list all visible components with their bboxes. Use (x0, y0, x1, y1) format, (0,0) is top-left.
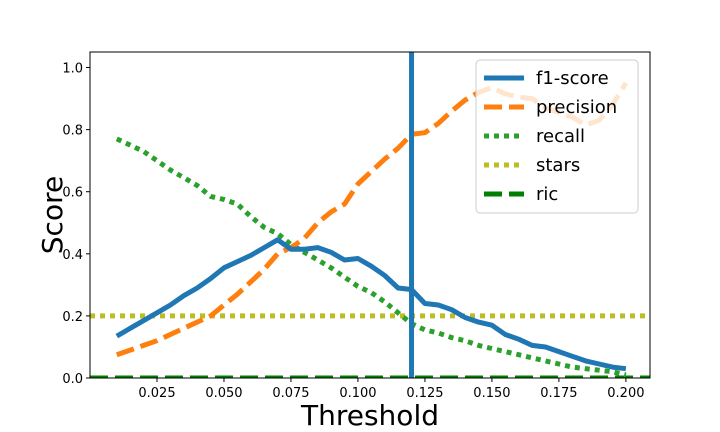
x-tick-label: 0.175 (540, 386, 577, 401)
legend: f1-score precision recall stars ric (475, 59, 639, 214)
series-line-precision (115, 81, 629, 358)
y-tick-label: 1.0 (62, 62, 83, 77)
x-tick-label: 0.100 (339, 386, 376, 401)
y-tick-label: 0.6 (62, 186, 83, 201)
x-tick-label: 0.075 (272, 386, 309, 401)
y-tick-label: 0.8 (62, 124, 83, 139)
x-tick-label: 0.150 (473, 386, 510, 401)
plot-frame (89, 51, 651, 379)
legend-label-stars: stars (536, 155, 580, 176)
x-tick-label: 0.125 (406, 386, 443, 401)
y-tick-label: 0.0 (62, 372, 83, 387)
series-layer (90, 52, 650, 378)
legend-label-f1-score: f1-score (536, 68, 609, 89)
x-tick-label: 0.050 (205, 386, 242, 401)
legend-label-recall: recall (536, 126, 585, 147)
legend-label-ric: ric (536, 184, 558, 205)
legend-label-precision: precision (536, 97, 617, 118)
y-axis-title: Score (36, 176, 69, 254)
x-tick-label: 0.200 (607, 386, 644, 401)
x-axis-title: Threshold (300, 399, 439, 432)
y-axis: 0.0 0.2 0.4 0.6 0.8 1.0 (62, 62, 90, 387)
series-line-f1-score (115, 237, 627, 372)
y-tick-label: 0.2 (62, 310, 83, 325)
y-tick-label: 0.4 (62, 248, 83, 263)
x-axis: 0.025 0.050 0.075 0.100 0.125 0.150 0.175 0.200 (138, 378, 644, 401)
legend-box (475, 59, 639, 214)
x-tick-label: 0.025 (138, 386, 175, 401)
